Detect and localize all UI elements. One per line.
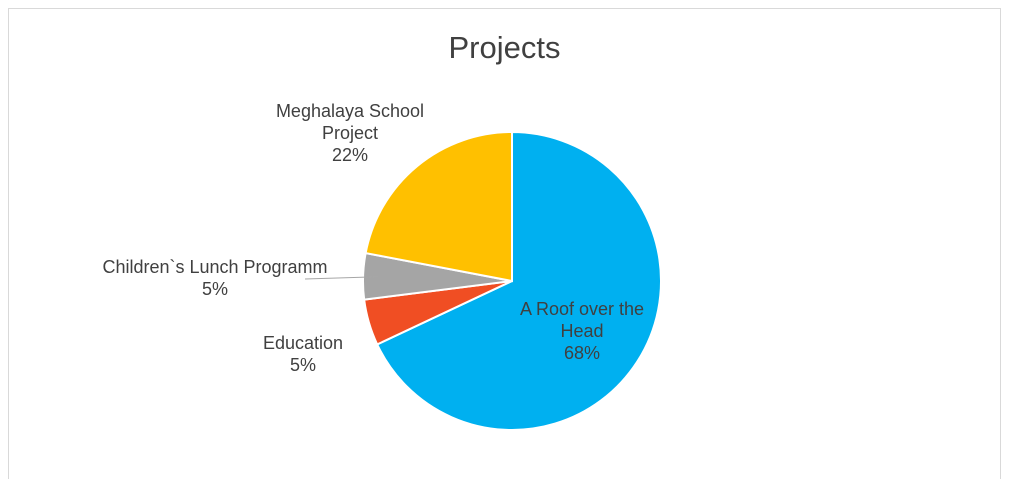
data-label: Education 5% xyxy=(228,332,378,376)
value-label: 22% xyxy=(331,145,369,165)
chart-border xyxy=(8,8,1001,479)
category-label: A Roof over the Head xyxy=(519,299,645,341)
data-label: A Roof over the Head 68% xyxy=(497,298,667,364)
data-label: Meghalaya School Project 22% xyxy=(250,100,450,166)
pie-slice xyxy=(364,130,513,283)
value-label: 5% xyxy=(201,279,228,299)
category-label: Education xyxy=(262,333,344,353)
category-label: Children`s Lunch Programm xyxy=(102,257,328,277)
pie-slice xyxy=(375,130,662,431)
value-label: 68% xyxy=(563,343,601,363)
value-label: 5% xyxy=(289,355,316,375)
chart-title: Projects xyxy=(448,30,561,65)
data-label: Children`s Lunch Programm 5% xyxy=(100,256,330,300)
category-label: Meghalaya School Project xyxy=(275,101,425,143)
leader-line xyxy=(304,276,378,280)
